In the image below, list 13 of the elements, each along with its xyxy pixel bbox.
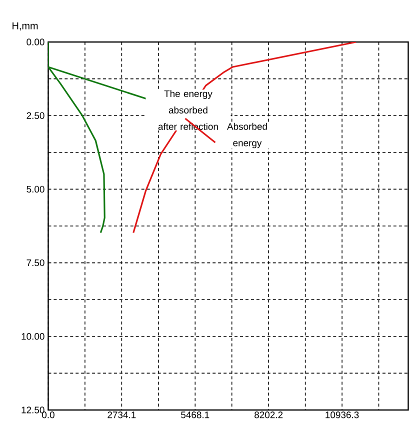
y-tick-label: 0.00 xyxy=(26,38,45,46)
y-tick-label: 12.50 xyxy=(22,406,45,414)
x-tick-label: 5468.1 xyxy=(181,412,210,418)
y-tick-label: 10.00 xyxy=(22,333,45,340)
y-tick-label: 2.50 xyxy=(27,112,45,119)
x-tick-label: 2734.1 xyxy=(108,412,136,418)
x-tick-label: 10936.3 xyxy=(326,412,359,418)
y-tick-label: 7.50 xyxy=(27,259,45,266)
y-tick-label: 5.00 xyxy=(26,186,45,193)
x-tick-label: 0.0 xyxy=(42,412,55,418)
annotation: Absorbed energy xyxy=(227,122,268,148)
x-tick-label: 8202.2 xyxy=(254,412,283,418)
y-axis-title: H,mm xyxy=(12,22,38,30)
